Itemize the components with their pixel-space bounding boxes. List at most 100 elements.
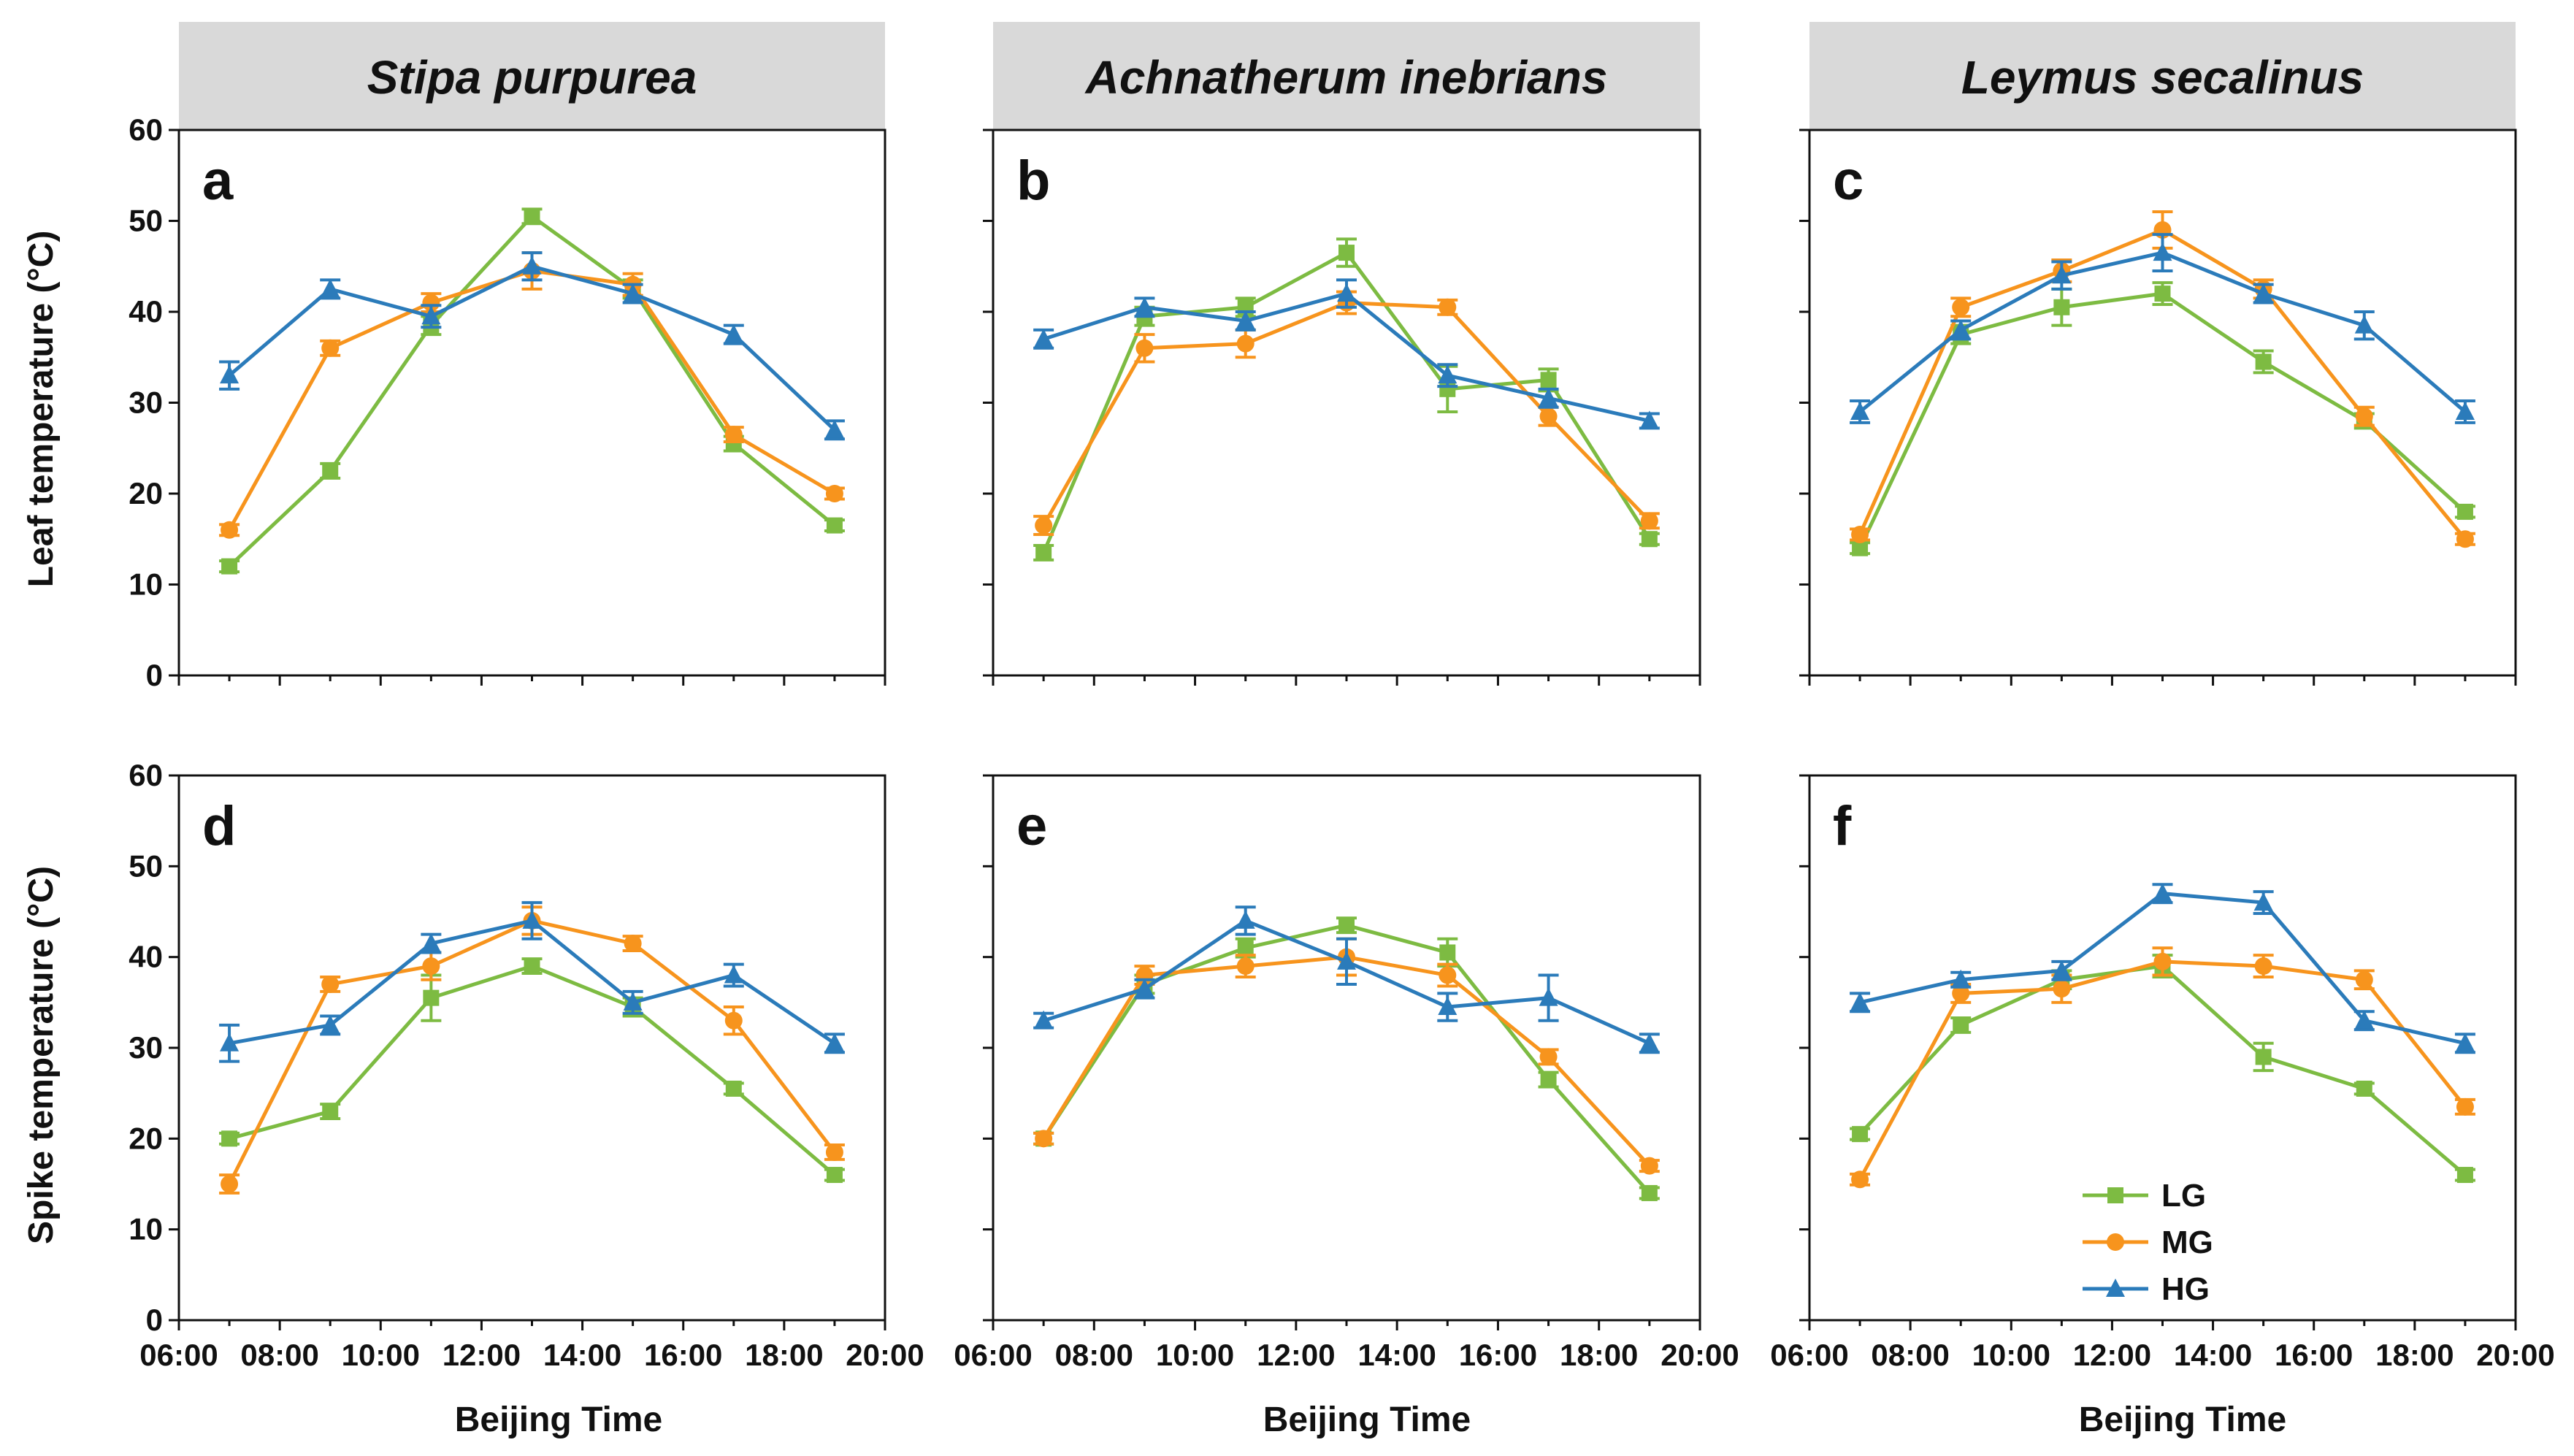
series-LG — [1850, 281, 2475, 556]
data-point-HG — [220, 365, 240, 384]
data-point-MG — [321, 975, 340, 993]
panel-letter-e: e — [1016, 795, 1047, 857]
data-point-LG — [1237, 940, 1254, 957]
data-point-HG — [522, 910, 542, 929]
data-point-HG — [1639, 1032, 1659, 1051]
data-point-MG — [1135, 339, 1154, 357]
data-point-LG — [1338, 917, 1355, 934]
data-point-LG — [826, 1167, 843, 1184]
data-point-HG — [421, 306, 441, 325]
plot-frame — [177, 774, 886, 1322]
data-point-HG — [1135, 296, 1154, 315]
legend-marker-LG — [2107, 1187, 2123, 1203]
data-point-HG — [2153, 883, 2172, 902]
x-tick-label: 20:00 — [1661, 1338, 1739, 1372]
data-point-LG — [1035, 544, 1052, 561]
series-LG — [1850, 954, 2475, 1184]
data-point-HG — [1539, 987, 1558, 1006]
data-point-HG — [2455, 1032, 2475, 1051]
data-point-LG — [1641, 531, 1658, 548]
panel-a: 0 10 20 30 40 50 60 a — [129, 112, 886, 692]
data-point-LG — [322, 462, 339, 479]
series-line-MG — [227, 269, 836, 532]
data-point-HG — [2153, 242, 2172, 261]
data-point-HG — [824, 419, 844, 438]
panel-title-3: Leymus secalinus — [1961, 51, 2364, 104]
series-MG — [1033, 290, 1660, 537]
x-tick-label: 06:00 — [1770, 1338, 1848, 1372]
x-tick-label: 18:00 — [1560, 1338, 1638, 1372]
series-HG — [1033, 278, 1660, 430]
y-tick-label: 30 — [129, 386, 163, 420]
data-point-LG — [1852, 540, 1869, 556]
data-point-MG — [1439, 966, 1457, 984]
y-tick-label: 20 — [129, 1121, 163, 1155]
series-HG — [1033, 905, 1660, 1054]
panel-letter-f: f — [1833, 795, 1852, 857]
series-MG — [219, 251, 845, 539]
data-point-HG — [220, 1032, 240, 1051]
data-point-HG — [2253, 283, 2273, 302]
x-tick-label: 16:00 — [2275, 1338, 2353, 1372]
series-HG — [1850, 233, 2475, 424]
panel-b: b — [983, 129, 1701, 686]
data-point-HG — [2455, 401, 2475, 420]
y-tick-label: 0 — [146, 658, 163, 692]
data-point-MG — [724, 426, 743, 444]
series-HG — [219, 901, 845, 1063]
panel-d: 0 10 20 30 40 50 60 06:00 08:00 10:00 12:00 14:00 16… — [129, 758, 924, 1372]
panel-title-box — [993, 22, 1700, 130]
series-HG — [219, 251, 845, 441]
y-tick-label: 50 — [129, 848, 163, 883]
legend-label-MG: MG — [2161, 1225, 2213, 1260]
series-line-LG — [1858, 964, 2467, 1176]
x-tick-label: 12:00 — [443, 1338, 521, 1372]
x-tick-label: 20:00 — [2476, 1338, 2554, 1372]
legend-label-LG: LG — [2161, 1178, 2206, 1214]
panel-letter-c: c — [1833, 150, 1864, 212]
panel-c: c — [1799, 129, 2517, 686]
panel-title-2: Achnatherum inebrians — [1084, 51, 1608, 104]
data-point-LG — [524, 958, 540, 975]
data-point-HG — [724, 324, 743, 343]
x-tick-label: 10:00 — [1156, 1338, 1234, 1372]
data-point-MG — [2456, 1097, 2474, 1116]
plot-panels: 0 10 20 30 40 50 60 a b c 0 10 20 30 40 50 60 06:00 08:00 1… — [129, 112, 2554, 1372]
x-tick-label: 06:00 — [954, 1338, 1032, 1372]
data-point-HG — [1034, 329, 1054, 348]
data-point-HG — [2354, 315, 2374, 334]
data-point-MG — [1035, 1130, 1053, 1148]
data-point-MG — [624, 935, 642, 953]
data-point-MG — [1236, 334, 1255, 353]
data-point-MG — [1539, 1048, 1558, 1066]
data-point-MG — [724, 1011, 743, 1030]
data-point-MG — [221, 521, 239, 539]
data-point-LG — [2255, 1049, 2272, 1065]
data-point-HG — [421, 933, 441, 952]
x-tick-label: 16:00 — [644, 1338, 722, 1372]
x-tick-label: 08:00 — [1871, 1338, 1949, 1372]
series-LG — [219, 957, 845, 1184]
data-point-LG — [2456, 1167, 2473, 1184]
series-MG — [219, 905, 845, 1195]
data-point-MG — [422, 957, 440, 976]
x-tick-label: 10:00 — [1972, 1338, 2050, 1372]
data-point-HG — [1951, 969, 1971, 988]
data-point-HG — [1337, 951, 1356, 970]
data-point-MG — [422, 294, 440, 312]
data-point-LG — [221, 558, 238, 575]
x-axis-title-col3: Beijing Time — [2079, 1401, 2287, 1439]
panel-e: 06:00 08:00 10:00 12:00 14:00 16:00 18:00 20:00… — [954, 774, 1739, 1372]
x-tick-label: 14:00 — [2174, 1338, 2252, 1372]
y-tick-label: 40 — [129, 940, 163, 974]
y-tick-label: 0 — [146, 1303, 163, 1337]
data-point-MG — [1640, 1157, 1658, 1175]
y-tick-label: 20 — [129, 476, 163, 510]
data-point-HG — [1850, 401, 1870, 420]
legend-marker-HG — [2106, 1279, 2125, 1297]
data-point-HG — [1236, 310, 1255, 329]
panel-f: 06:00 08:00 10:00 12:00 14:00 16:00 18:00 20:00… — [1770, 774, 2555, 1372]
x-tick-label: 18:00 — [2375, 1338, 2454, 1372]
data-point-MG — [2053, 980, 2071, 998]
data-point-HG — [1236, 910, 1255, 929]
